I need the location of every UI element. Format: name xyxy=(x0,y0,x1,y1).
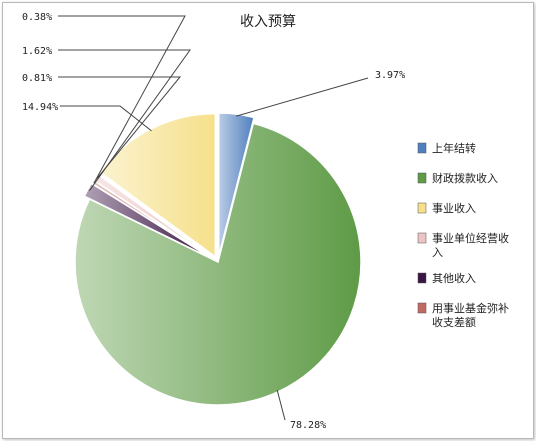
legend-label: 其他收入 xyxy=(432,271,476,285)
legend-label: 财政拨款收入 xyxy=(432,171,498,185)
pie-labels: 3.97% 78.28% 1.62% 0.38% 0.81% 14.94% xyxy=(22,12,405,431)
leader-line xyxy=(58,15,186,184)
legend-label: 用事业基金弥补 xyxy=(432,301,509,315)
legend-swatch xyxy=(417,202,427,214)
legend-label: 上年结转 xyxy=(432,141,476,155)
legend-label: 收支差额 xyxy=(432,315,476,329)
legend-item: 上年结转 xyxy=(417,141,476,155)
slice-value-label: 14.94% xyxy=(22,102,58,113)
slice-value-label: 0.38% xyxy=(22,12,52,23)
legend-swatch xyxy=(417,272,427,284)
slice-value-label: 78.28% xyxy=(290,420,326,431)
leader-line xyxy=(236,77,369,117)
legend-item: 事业收入 xyxy=(417,201,476,215)
slice-- xyxy=(92,173,214,260)
pie-slices xyxy=(74,112,362,406)
legend-swatch xyxy=(417,172,427,184)
legend-label: 事业单位经营收 xyxy=(432,231,509,245)
legend-swatch xyxy=(417,232,427,244)
slice-value-label: 3.97% xyxy=(375,70,405,81)
legend-label: 入 xyxy=(432,246,443,259)
legend-label: 事业收入 xyxy=(432,201,476,215)
legend-swatch xyxy=(417,142,427,154)
slice-value-label: 0.81% xyxy=(22,73,52,84)
leader-line xyxy=(58,49,191,191)
legend-swatch xyxy=(417,302,427,314)
slice-- xyxy=(98,112,217,259)
leader-line xyxy=(58,76,182,179)
slice-value-label: 1.62% xyxy=(22,46,52,57)
chart-title: 收入预算 xyxy=(240,14,296,30)
legend-item: 其他收入 xyxy=(417,271,476,285)
leader-line xyxy=(276,389,286,421)
slice-- xyxy=(217,112,255,257)
leader-line xyxy=(60,105,152,132)
legend-item: 财政拨款收入 xyxy=(417,171,498,185)
